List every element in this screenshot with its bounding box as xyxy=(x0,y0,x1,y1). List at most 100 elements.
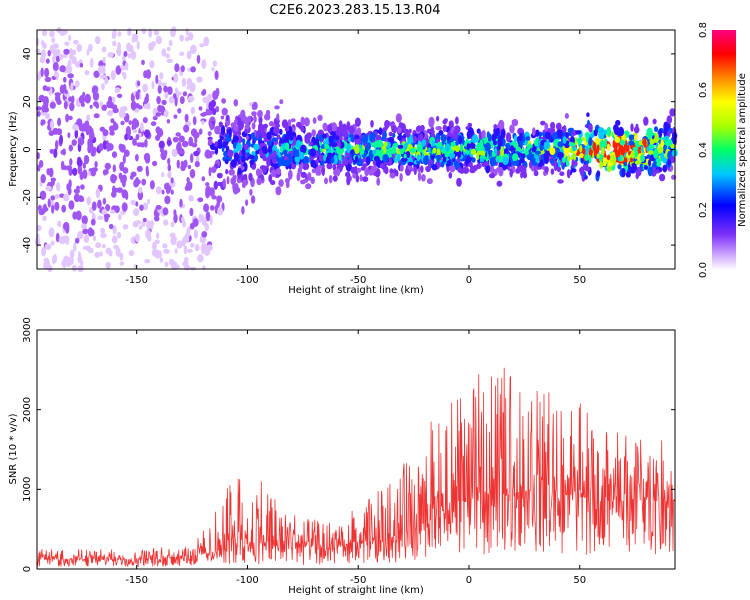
heatmap-cell xyxy=(630,150,635,159)
heatmap-cell xyxy=(187,248,193,253)
heatmap-cell xyxy=(190,153,194,163)
heatmap-cell xyxy=(326,162,333,170)
heatmap-cell xyxy=(274,105,280,110)
figure-title: C2E6.2023.283.15.13.R04 xyxy=(269,3,440,18)
heatmap-cell xyxy=(528,160,533,169)
heatmap-cell xyxy=(69,249,75,258)
heatmap-cell xyxy=(54,70,58,78)
heatmap-cell xyxy=(163,248,170,254)
heatmap-cell xyxy=(246,152,251,158)
heatmap-cell xyxy=(108,223,114,230)
heatmap-cell xyxy=(535,150,541,155)
heatmap-cell xyxy=(218,121,223,128)
heatmap-cell xyxy=(155,205,162,210)
heatmap-cell xyxy=(486,131,490,139)
heatmap-cell xyxy=(159,257,164,263)
heatmap-cell xyxy=(68,144,74,152)
heatmap-cell xyxy=(93,70,100,79)
heatmap-cell xyxy=(498,166,504,177)
heatmap-cell xyxy=(441,134,447,143)
heatmap-cell xyxy=(348,157,353,165)
heatmap-cell xyxy=(133,264,137,269)
heatmap-cell xyxy=(438,130,444,136)
heatmap-cell xyxy=(418,133,424,142)
heatmap-cell xyxy=(454,145,460,152)
heatmap-cell xyxy=(330,142,338,147)
heatmap-cell xyxy=(174,96,178,107)
heatmap-cell xyxy=(105,204,111,212)
heatmap-cell xyxy=(86,196,92,206)
heatmap-cell xyxy=(619,139,626,146)
heatmap-cell xyxy=(634,160,641,165)
heatmap-cell xyxy=(173,213,178,224)
heatmap-cell xyxy=(188,32,194,41)
snr-y-tick-label: 3000 xyxy=(22,317,33,342)
heatmap-cell xyxy=(151,80,155,90)
heatmap-cell xyxy=(374,140,380,148)
heatmap-cell xyxy=(336,146,341,155)
heatmap-cell xyxy=(46,168,51,176)
heatmap-cell xyxy=(117,41,121,52)
heatmap-cell xyxy=(127,133,131,139)
heatmap-cell xyxy=(163,110,169,118)
heatmap-cell xyxy=(189,82,196,93)
heatmap-cell xyxy=(261,165,267,174)
heatmap-cell xyxy=(214,125,221,135)
heatmap-cell xyxy=(336,168,340,177)
heatmap-cell xyxy=(159,148,165,153)
heatmap-cell xyxy=(84,70,90,76)
heatmap-cell xyxy=(222,141,227,149)
heatmap-cell xyxy=(132,33,136,41)
heatmap-cell xyxy=(382,131,387,139)
heatmap-cell xyxy=(200,243,206,252)
heatmap-cell xyxy=(95,103,100,109)
heatmap-cell xyxy=(615,149,621,158)
heatmap-cell xyxy=(656,169,660,174)
heatmap-cell xyxy=(442,124,448,132)
heatmap-cell xyxy=(41,247,47,257)
heatmap-cell xyxy=(579,166,585,177)
heatmap-cell xyxy=(217,181,223,187)
heatmap-cell xyxy=(494,147,498,155)
heatmap-cell xyxy=(346,175,351,186)
heatmap-cell xyxy=(185,36,190,42)
heatmap-cell xyxy=(472,165,478,171)
heatmap-cell xyxy=(311,129,317,137)
heatmap-cell xyxy=(151,41,156,47)
heatmap-cell xyxy=(225,168,229,175)
heatmap-cell xyxy=(208,166,212,177)
heatmap-cell xyxy=(283,159,291,167)
heatmap-cell xyxy=(76,43,83,52)
colorbar-tick-label: 0.2 xyxy=(698,202,709,218)
heatmap-cell xyxy=(300,171,307,178)
heatmap-cell xyxy=(518,139,524,147)
heatmap-cell xyxy=(135,91,140,100)
heatmap-cell xyxy=(262,123,269,129)
heatmap-cell xyxy=(141,220,146,227)
heatmap-cells xyxy=(34,26,678,273)
heatmap-cell xyxy=(663,121,669,132)
heatmap-cell xyxy=(338,151,342,161)
heatmap-cell xyxy=(168,96,175,104)
heatmap-cell xyxy=(262,149,268,154)
heatmap-cell xyxy=(121,202,128,212)
heatmap-cell xyxy=(632,146,639,151)
heatmap-cell xyxy=(94,161,98,168)
heatmap-cell xyxy=(384,166,389,175)
heatmap-cell xyxy=(534,129,540,137)
heatmap-cell xyxy=(610,154,617,164)
heatmap-cell xyxy=(564,113,570,119)
heatmap-cell xyxy=(157,104,163,113)
heatmap-cell xyxy=(208,101,215,111)
heatmap-cell xyxy=(40,49,47,60)
heatmap-cell xyxy=(123,149,130,157)
heatmap-cell xyxy=(118,213,122,221)
heatmap-cell xyxy=(69,102,75,112)
heatmap-cell xyxy=(395,113,402,123)
heatmap-cell xyxy=(182,91,188,97)
heatmap-cell xyxy=(67,132,71,139)
heatmap-cell xyxy=(99,126,106,132)
heatmap-cell xyxy=(225,137,232,142)
heatmap-cell xyxy=(139,204,144,211)
heatmap-cell xyxy=(430,127,435,137)
